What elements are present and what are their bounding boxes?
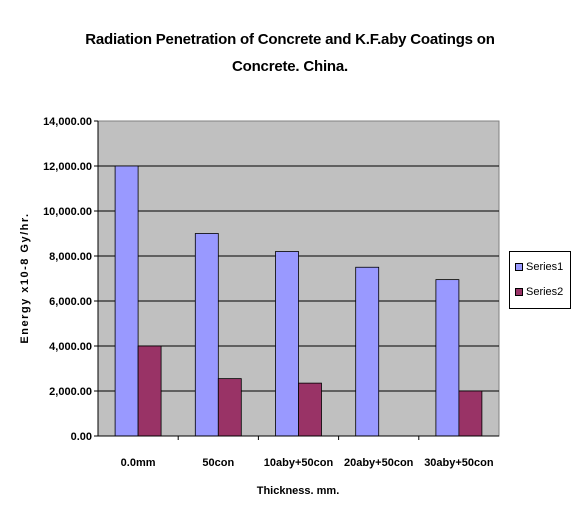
chart-title: Radiation Penetration of Concrete and K.… (60, 26, 520, 80)
x-axis-title: Thickness. mm. (257, 485, 340, 497)
x-tick-label: 30aby+50con (424, 457, 494, 469)
y-axis-title: Energy x10-8 Gy/hr. (19, 212, 31, 343)
y-tick-label: 10,000.00 (43, 206, 92, 218)
bar-series1-1 (194, 233, 219, 437)
bar-series1-2 (275, 251, 299, 437)
y-tick-label: 6,000.00 (49, 296, 92, 308)
legend-item-series1: Series1 (515, 260, 563, 274)
y-axis-tick-labels: 0.00 2,000.00 4,000.00 6,000.00 8,000.00 10,0… (43, 116, 98, 443)
chart-title-line-2: Concrete. China. (232, 58, 348, 75)
x-tick-label: 20aby+50con (344, 457, 414, 469)
y-tick-label: 12,000.00 (43, 161, 92, 173)
bars (114, 165, 483, 437)
bar-series1-0 (114, 165, 139, 437)
legend-swatch-series2 (515, 288, 523, 296)
bar-series1-3 (355, 266, 380, 437)
y-tick-label: 0.00 (71, 431, 92, 443)
y-tick-label: 14,000.00 (43, 116, 92, 128)
bar-series2-1 (217, 378, 242, 437)
legend-item-series2: Series2 (515, 285, 563, 299)
bar-series2-2 (298, 382, 322, 437)
bar-series1-4 (435, 279, 460, 437)
legend-swatch-series1 (515, 263, 523, 271)
x-tick-label: 0.0mm (121, 457, 156, 469)
legend: Series1 Series2 (509, 251, 571, 309)
chart-title-line-1: Radiation Penetration of Concrete and K.… (85, 31, 495, 48)
x-tick-label: 50con (202, 457, 234, 469)
x-tick-label: 10aby+50con (264, 457, 334, 469)
legend-label-series1: Series1 (526, 261, 564, 273)
x-axis-tick-labels: 0.0mm 50con 10aby+50con 20aby+50con 30aby+50… (121, 436, 494, 469)
y-tick-label: 4,000.00 (49, 341, 92, 353)
legend-label-series2: Series2 (526, 286, 564, 298)
y-tick-label: 2,000.00 (49, 386, 92, 398)
bar-series2-4 (458, 390, 483, 437)
bar-series2-0 (137, 345, 162, 437)
y-tick-label: 8,000.00 (49, 251, 92, 263)
